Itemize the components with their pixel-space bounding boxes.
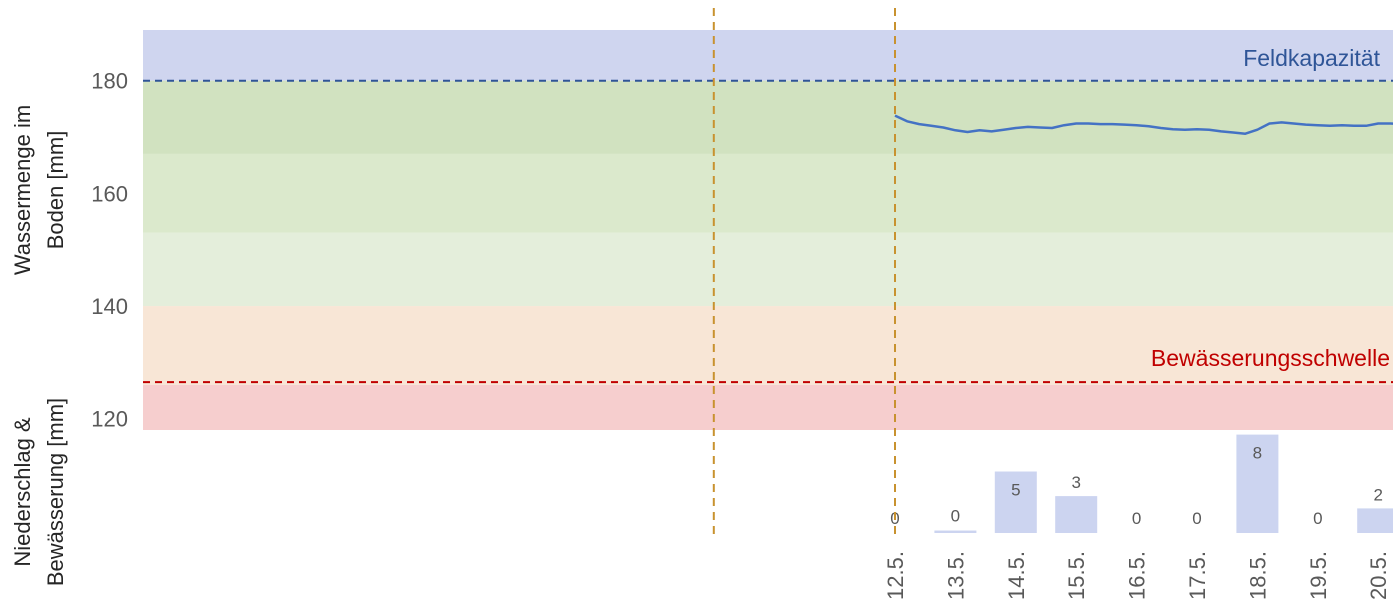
irrigation-threshold-label: Bewässerungsschwelle (1151, 345, 1390, 371)
date-label-4: 16.5. (1125, 551, 1150, 600)
precip-bar-label-6: 8 (1253, 444, 1262, 463)
y-tick-label-120: 120 (91, 407, 128, 432)
field-capacity-label: Feldkapazität (1243, 45, 1380, 71)
precip-bar-6 (1236, 434, 1279, 533)
threshold-lines (143, 79, 1393, 384)
date-label-6: 18.5. (1245, 551, 1270, 600)
precip-bar-label-3: 3 (1071, 473, 1080, 492)
y-tick-label-160: 160 (91, 181, 128, 206)
precip-bar-3 (1055, 496, 1098, 533)
x-axis-date-labels: 12.5. 13.5. 14.5. 15.5. 16.5. 17.5. 18.5. 19.5.… (883, 551, 1391, 600)
precip-bar-2 (994, 471, 1037, 533)
event-markers (712, 8, 896, 540)
precip-bar-label-8: 2 (1373, 485, 1382, 504)
date-label-1: 13.5. (943, 551, 968, 600)
precip-bar-label-4: 0 (1132, 509, 1141, 528)
date-label-8: 20.5. (1366, 551, 1391, 600)
precipitation-bars (934, 434, 1393, 533)
zone-band-5 (143, 384, 1393, 430)
lower-y-axis-title-line-2: Bewässerung [mm] (43, 398, 68, 586)
y-tick-label-180: 180 (91, 69, 128, 94)
y-axis-ticks: 120 140 160 180 (91, 69, 128, 432)
upper-y-axis-title: Wassermenge im Boden [mm] (10, 105, 68, 275)
date-label-0: 12.5. (883, 551, 908, 600)
upper-y-axis-title-line-2: Boden [mm] (43, 131, 68, 250)
date-label-2: 14.5. (1004, 551, 1029, 600)
lower-y-axis-title: Niederschlag & Bewässerung [mm] (10, 398, 68, 586)
soil-water-zones (143, 30, 1393, 430)
lower-y-axis-title-line-1: Niederschlag & (10, 417, 35, 567)
zone-band-1 (143, 80, 1393, 154)
zone-band-4 (143, 306, 1393, 385)
precip-bar-label-7: 0 (1313, 509, 1322, 528)
soil-water-line-0 (894, 114, 1393, 135)
precip-bar-1 (934, 530, 977, 533)
zone-band-3 (143, 232, 1393, 307)
date-label-3: 15.5. (1064, 551, 1089, 600)
precip-bar-label-2: 5 (1011, 481, 1020, 500)
precip-bar-8 (1357, 508, 1393, 533)
soil-water-line-series (894, 114, 1393, 135)
zone-band-0 (143, 30, 1393, 81)
date-label-5: 17.5. (1185, 551, 1210, 600)
precip-bar-label-5: 0 (1192, 509, 1201, 528)
y-tick-label-140: 140 (91, 294, 128, 319)
precip-bar-label-1: 0 (951, 507, 960, 526)
upper-y-axis-title-line-1: Wassermenge im (10, 105, 35, 275)
zone-band-2 (143, 153, 1393, 233)
date-label-7: 19.5. (1306, 551, 1331, 600)
